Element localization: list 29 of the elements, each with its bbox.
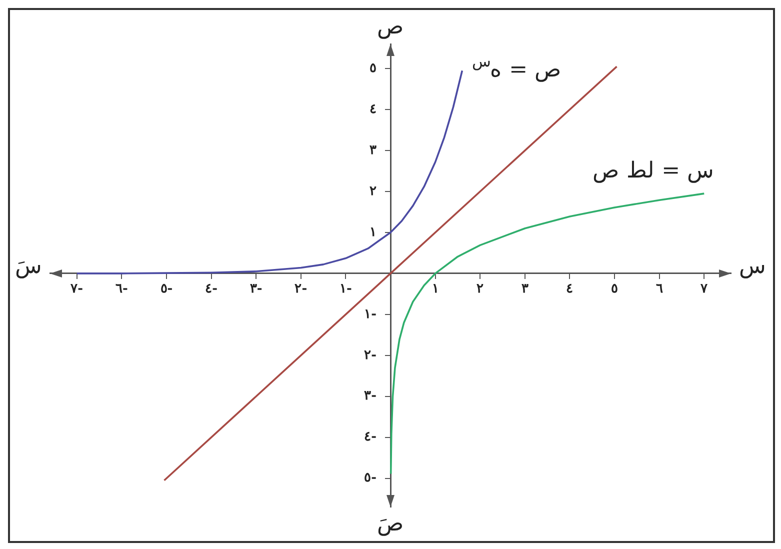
text: صَ [377, 512, 404, 537]
y-tick-label: ٣ [370, 142, 376, 158]
x-tick-label: ٤- [205, 282, 218, 297]
x-tick-label: ٧ [700, 282, 709, 297]
y-tick-label: ٣- [364, 388, 376, 404]
y-tick-label: ٥- [364, 470, 376, 486]
x-tick-label: ٤ [566, 282, 574, 297]
y-tick-label: ٥ [370, 60, 376, 76]
y-tick-label: ٢- [364, 348, 376, 363]
x-tick-label: ٣ [521, 282, 528, 297]
y-axis-title: ص [377, 14, 404, 40]
x-tick-label: ١- [339, 282, 352, 297]
series-label: س = لط ص [592, 158, 714, 184]
y-tick-label: ٤- [364, 430, 376, 445]
y-tick-label: ٢ [370, 184, 376, 199]
x-tick-label: ٥- [160, 282, 173, 297]
x-tick-label: ٦- [115, 282, 128, 297]
x-tick-label: ٧- [70, 282, 84, 297]
y-tick-label: ١- [364, 306, 376, 322]
x-axis-title: س [739, 254, 766, 280]
x-tick-label: ١ [432, 282, 439, 297]
x-tick-label: ٥ [611, 282, 618, 297]
x-tick-label: ٢- [294, 282, 308, 297]
text: سَ [15, 254, 42, 280]
y-tick-label: ١ [370, 224, 376, 240]
x-tick-label: ٦ [656, 282, 663, 297]
x-tick-label: ٢ [476, 282, 484, 297]
x-tick-label: ٣- [250, 282, 262, 297]
y-tick-label: ٤ [370, 102, 376, 117]
